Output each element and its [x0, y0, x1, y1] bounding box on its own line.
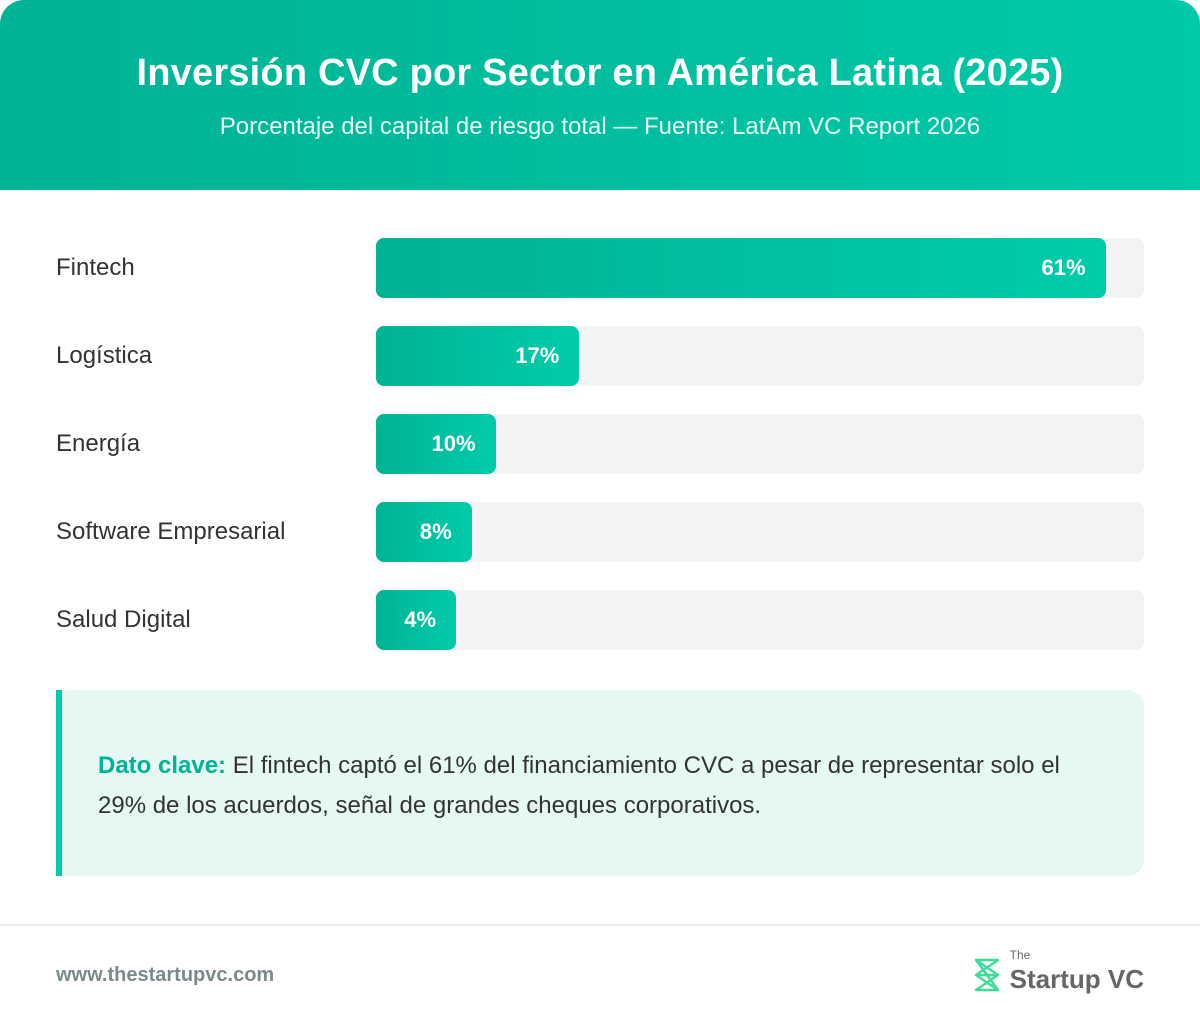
bar-row: Energía 10%	[56, 414, 1144, 474]
value-label: 17%	[515, 343, 560, 368]
value-label: 10%	[431, 431, 476, 456]
bar-track: 10%	[376, 414, 1144, 474]
bar: 4%	[376, 590, 456, 650]
chart-title: Inversión CVC por Sector en América Lati…	[136, 52, 1064, 94]
bar: 17%	[376, 326, 580, 386]
bar-track: 61%	[376, 238, 1144, 298]
bar-chart: Fintech 61% Logística 17% Energía 10% Software…	[56, 238, 1144, 678]
insight-label: Dato clave:	[98, 752, 227, 779]
bar-row: Salud Digital 4%	[56, 590, 1144, 650]
bar-row: Logística 17%	[56, 326, 1144, 386]
insight-text: El fintech captó el 61% del financiamien…	[98, 752, 1060, 819]
value-label: 61%	[1041, 255, 1086, 280]
key-insight-box: Dato clave: El fintech captó el 61% del …	[56, 690, 1144, 876]
bar: 8%	[376, 502, 472, 562]
bar-row: Fintech 61%	[56, 238, 1144, 298]
value-label: 8%	[419, 519, 452, 544]
bar: 61%	[376, 238, 1106, 298]
bar: 10%	[376, 414, 496, 474]
bar-track: 17%	[376, 326, 1144, 386]
chart-subtitle: Porcentaje del capital de riesgo total —…	[219, 113, 981, 140]
brand-logo: The Startup VC	[970, 948, 1144, 995]
category-label: Salud Digital	[56, 606, 191, 633]
logo-small-text: The	[1009, 947, 1031, 962]
bar-track: 8%	[376, 502, 1144, 562]
footer: www.thestartupvc.com The Startup VC	[0, 924, 1200, 1024]
category-label: Energía	[56, 430, 141, 457]
website-link[interactable]: www.thestartupvc.com	[56, 963, 275, 986]
value-label: 4%	[404, 607, 436, 632]
logo-mark-icon	[974, 958, 999, 992]
header: Inversión CVC por Sector en América Lati…	[0, 0, 1200, 190]
bar-row: Software Empresarial 8%	[56, 502, 1144, 562]
category-label: Fintech	[56, 254, 135, 281]
logo-main-text: Startup VC	[1009, 963, 1144, 994]
category-label: Software Empresarial	[56, 518, 286, 545]
bar-track: 4%	[376, 590, 1144, 650]
category-label: Logística	[56, 342, 153, 369]
